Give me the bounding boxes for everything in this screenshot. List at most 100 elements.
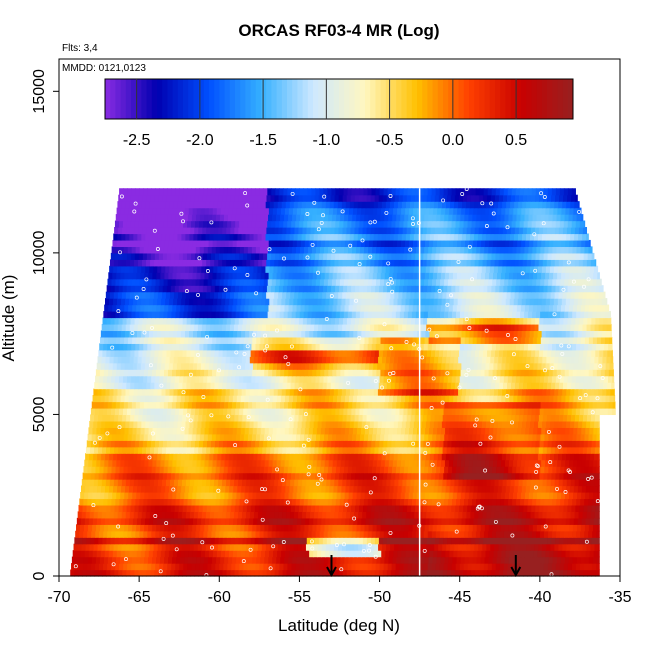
heatmap-cell [141,485,146,493]
heatmap-cell [383,504,388,512]
heatmap-cell [390,537,396,545]
heatmap-cell [343,407,348,416]
heatmap-cell [339,472,344,480]
heatmap-cell [197,485,202,493]
heatmap-cell [365,550,370,558]
heatmap-cell [83,498,88,506]
heatmap-cell [573,427,578,435]
heatmap-cell [528,491,534,500]
heatmap-cell [406,537,412,545]
heatmap-cell [368,401,373,409]
heatmap-cell [343,530,349,538]
heatmap-cell [336,556,341,564]
heatmap-cell [472,369,478,377]
heatmap-cell [597,395,603,403]
heatmap-cell [501,453,507,461]
heatmap-cell [603,349,608,357]
heatmap-cell [609,330,612,338]
heatmap-cell [284,395,290,403]
heatmap-cell [450,511,455,519]
heatmap-cell [489,395,494,403]
heatmap-cell [557,362,563,370]
heatmap-cell [575,407,581,416]
heatmap-cell [180,336,185,344]
heatmap-cell [380,491,386,500]
heatmap-cell [512,498,517,506]
heatmap-cell [198,446,203,454]
heatmap-cell [277,388,283,396]
heatmap-cell [564,369,570,377]
heatmap-cell [265,543,271,551]
heatmap-cell [218,504,224,512]
heatmap-cell [510,420,515,428]
heatmap-cell [305,550,310,558]
heatmap-cell [317,388,323,396]
heatmap-cell [385,395,390,403]
heatmap-cell [418,349,424,357]
heatmap-cell [535,407,541,416]
heatmap-cell [478,446,484,454]
heatmap-cell [92,491,97,500]
heatmap-cell [111,401,117,409]
heatmap-cell [319,563,325,571]
heatmap-cell [358,511,363,519]
heatmap-cell [120,336,125,344]
heatmap-cell [160,427,166,435]
heatmap-cell [511,537,516,545]
heatmap-cell [534,388,539,396]
heatmap-cell [292,427,298,435]
heatmap-cell [353,388,359,396]
heatmap-cell [360,556,365,564]
heatmap-cell [227,530,233,538]
heatmap-cell [276,401,281,409]
heatmap-cell [405,362,410,370]
heatmap-cell [226,349,232,357]
heatmap-cell [549,395,554,403]
heatmap-cell [534,446,540,454]
heatmap-cell [266,382,272,390]
heatmap-cell [179,466,185,474]
heatmap-cell [560,556,566,564]
heatmap-cell [354,511,359,519]
heatmap-cell [533,427,538,435]
heatmap-cell [293,543,299,551]
heatmap-cell [367,375,373,383]
heatmap-cell [357,330,362,338]
heatmap-cell [557,550,563,558]
heatmap-cell [543,563,549,571]
heatmap-cell [279,433,285,441]
heatmap-cell [165,517,170,525]
heatmap-cell [258,349,264,357]
heatmap-cell [521,330,527,338]
heatmap-cell [208,395,214,403]
heatmap-cell [325,453,331,461]
heatmap-cell [334,323,339,332]
heatmap-cell [418,511,423,519]
heatmap-cell [391,498,397,506]
heatmap-cell [390,511,395,519]
heatmap-cell [513,459,518,467]
heatmap-cell [126,504,132,512]
heatmap-cell [214,479,219,487]
heatmap-cell [414,356,419,364]
heatmap-cell [210,472,216,480]
heatmap-cell [512,401,518,409]
heatmap-cell [207,466,213,474]
heatmap-cell [342,382,348,390]
heatmap-cell [399,343,405,351]
heatmap-cell [538,356,543,364]
heatmap-cell [406,569,412,577]
heatmap-cell [333,330,338,338]
heatmap-cell [536,524,542,532]
heatmap-cell [288,459,294,467]
heatmap-cell [184,459,190,467]
heatmap-cell [433,550,438,558]
heatmap-cell [148,556,153,564]
heatmap-cell [243,530,249,538]
heatmap-cell [440,491,446,500]
heatmap-cell [382,349,388,357]
heatmap-cell [115,401,121,409]
heatmap-cell [284,556,289,564]
heatmap-cell [121,485,126,493]
heatmap-cell [557,427,562,435]
